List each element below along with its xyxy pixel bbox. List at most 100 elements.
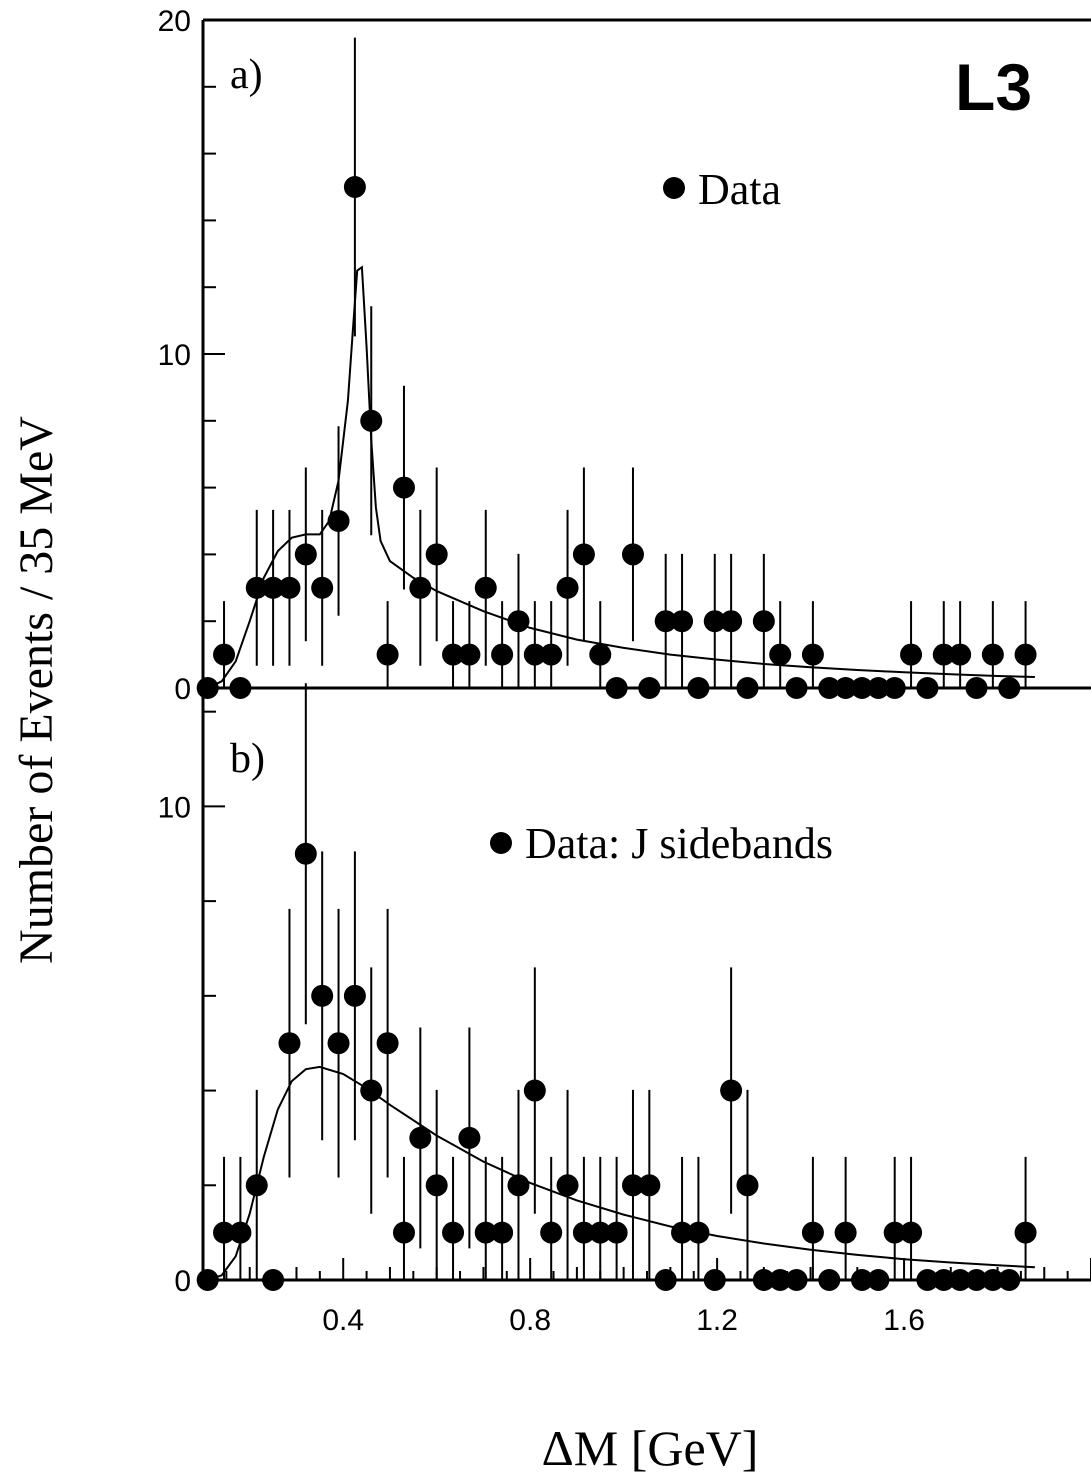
data-point	[949, 643, 972, 666]
data-point	[442, 1221, 465, 1244]
y-axis-label: Number of Events / 35 MeV	[10, 416, 63, 964]
data-point	[409, 1126, 432, 1149]
data-point	[736, 1174, 759, 1197]
data-point	[278, 576, 301, 599]
legend-label-a: Data	[698, 165, 781, 214]
data-point	[998, 1269, 1021, 1291]
data-point	[311, 984, 334, 1007]
data-point	[867, 677, 890, 699]
y-tick-label: 10	[158, 791, 191, 824]
data-point	[785, 1269, 808, 1291]
data-point	[687, 677, 710, 699]
data-point	[360, 1079, 383, 1102]
data-point	[409, 576, 432, 599]
data-point	[507, 610, 530, 633]
x-tick-label: 0.8	[509, 1304, 551, 1337]
data-point	[654, 1269, 677, 1291]
data-point	[572, 1221, 595, 1244]
data-point	[491, 643, 514, 666]
panel-b: 0 10	[158, 683, 1091, 1298]
x-tick-label: 1.2	[696, 1304, 738, 1337]
data-point	[818, 1269, 841, 1291]
data-point	[834, 677, 857, 699]
x-tick-label: 1.6	[883, 1304, 925, 1337]
data-point	[376, 643, 399, 666]
data-point	[294, 543, 317, 566]
data-point	[229, 677, 252, 699]
data-point	[720, 1079, 743, 1102]
data-point	[932, 1269, 955, 1291]
data-point	[458, 643, 481, 666]
data-point	[1014, 643, 1037, 666]
data-point	[998, 677, 1021, 699]
data-point	[769, 643, 792, 666]
data-point	[1014, 1221, 1037, 1244]
data-point	[343, 984, 366, 1007]
data-point	[621, 543, 644, 566]
data-point	[311, 576, 334, 599]
data-point	[621, 1174, 644, 1197]
data-point	[425, 1174, 448, 1197]
data-point	[965, 1269, 988, 1291]
l3-logo: L3	[955, 50, 1032, 124]
legend-label-b: Data: J sidebands	[525, 819, 833, 868]
data-point	[540, 643, 563, 666]
data-point	[900, 1221, 923, 1244]
panel-a: 0 10 20	[158, 5, 1091, 706]
data-point	[196, 1269, 219, 1291]
data-point	[491, 1221, 514, 1244]
data-point	[638, 677, 661, 699]
data-point	[343, 176, 366, 198]
data-point	[883, 1221, 906, 1244]
data-point	[523, 643, 546, 666]
data-point	[474, 1221, 497, 1244]
data-point	[932, 643, 955, 666]
data-point	[687, 1221, 710, 1244]
legend-marker-a	[663, 177, 685, 199]
x-axis-label: ΔM [GeV]	[542, 1420, 759, 1476]
data-point	[900, 643, 923, 666]
panel-b-label: b)	[230, 736, 265, 782]
x-tick-label: 0.4	[322, 1304, 364, 1337]
data-point	[572, 543, 595, 566]
data-point	[850, 677, 873, 699]
data-point	[229, 1221, 252, 1244]
data-point	[981, 643, 1004, 666]
data-point	[736, 677, 759, 699]
data-point	[769, 1269, 792, 1291]
legend-marker-b	[490, 832, 512, 854]
data-point	[327, 510, 350, 532]
data-point	[556, 1174, 579, 1197]
data-point	[376, 1032, 399, 1055]
data-point	[278, 1032, 301, 1055]
data-point	[785, 677, 808, 699]
data-point	[605, 677, 628, 699]
data-point	[752, 610, 775, 633]
data-point	[671, 610, 694, 633]
data-point	[474, 576, 497, 599]
x-axis: 0.4 0.8 1.2 1.6	[202, 1258, 1091, 1337]
data-point	[392, 476, 415, 499]
data-point	[442, 643, 465, 666]
data-point	[523, 1079, 546, 1102]
data-point	[392, 1221, 415, 1244]
data-point	[867, 1269, 890, 1291]
data-point	[883, 677, 906, 699]
data-point	[294, 842, 317, 865]
data-point	[556, 576, 579, 599]
data-point	[605, 1221, 628, 1244]
data-point	[949, 1269, 972, 1291]
data-point	[540, 1221, 563, 1244]
data-point	[834, 1221, 857, 1244]
data-point	[801, 643, 824, 666]
data-point	[213, 643, 236, 666]
data-point	[458, 1126, 481, 1149]
data-point	[801, 1221, 824, 1244]
data-point	[245, 576, 268, 599]
y-tick-label: 0	[174, 1265, 191, 1298]
data-point	[638, 1174, 661, 1197]
data-point	[703, 1269, 726, 1291]
data-point	[589, 1221, 612, 1244]
data-point	[589, 643, 612, 666]
